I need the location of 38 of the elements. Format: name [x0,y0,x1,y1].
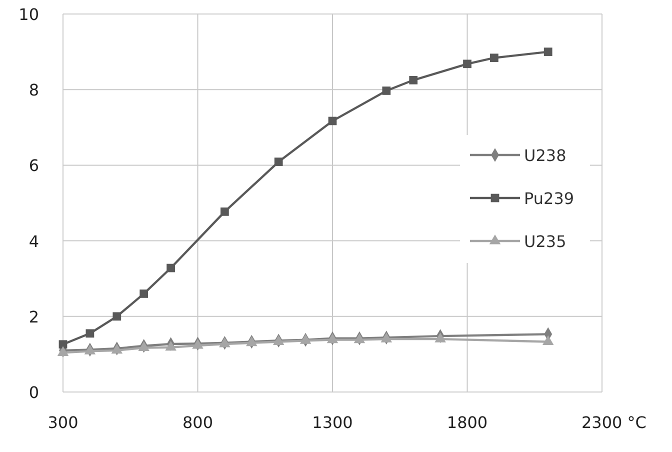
y-tick-label: 8 [28,80,39,100]
point [542,335,554,345]
point [434,332,446,342]
legend-label: U235 [524,232,566,251]
point [84,344,96,354]
point [272,335,284,345]
y-tick-label: 2 [28,307,39,326]
point [138,341,150,352]
point [86,329,94,338]
point [328,116,337,126]
x-tick-label: 2300 °C [582,413,646,432]
point [57,346,69,356]
point [58,340,68,349]
point [140,290,148,298]
point [382,86,391,95]
point [246,336,258,346]
point [165,340,176,351]
point [463,60,472,68]
x-tick-label: 1800 [446,413,488,432]
y-tick-label: 6 [28,156,39,176]
y-tick-label: 0 [28,383,39,402]
y-tick-label: 10 [18,5,39,24]
point [219,337,230,348]
legend-label: U238 [524,146,566,165]
point [192,339,204,349]
point [544,48,552,56]
legend-label: Pu239 [524,189,574,208]
x-tick-label: 800 [182,413,214,432]
x-tick-label: 300 [48,413,78,432]
point [300,334,312,344]
point [220,208,229,216]
point [409,76,418,84]
point [112,312,122,321]
point [490,54,498,62]
x-tick-label: 1300 [312,413,353,432]
y-tick-label: 4 [28,232,39,251]
point [166,264,175,272]
point [274,158,283,166]
